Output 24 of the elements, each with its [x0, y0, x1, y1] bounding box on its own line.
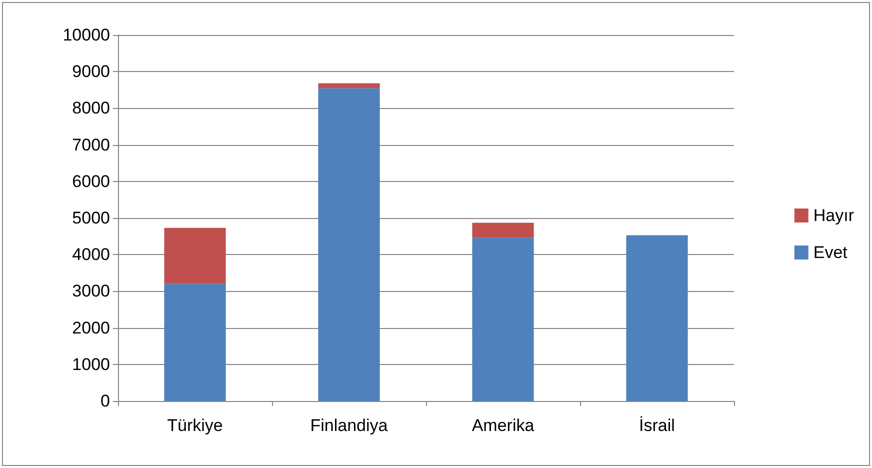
y-tick-label: 6000 — [72, 172, 110, 191]
y-tick-label: 1000 — [72, 354, 110, 374]
x-tick-label: Amerika — [472, 416, 535, 435]
bar — [472, 222, 534, 238]
y-tick-label: 4000 — [72, 245, 110, 264]
bar — [472, 238, 534, 401]
bar — [318, 88, 380, 401]
y-tick-label: 8000 — [72, 98, 110, 118]
y-tick-label: 5000 — [72, 208, 110, 228]
x-tick-label: İsrail — [639, 416, 675, 435]
bar — [164, 228, 226, 284]
bar — [164, 284, 226, 401]
y-tick-label: 9000 — [72, 62, 110, 82]
y-tick-label: 0 — [100, 392, 110, 410]
y-tick-label: 10000 — [62, 26, 110, 44]
legend-label: Evet — [813, 243, 848, 262]
bar — [626, 235, 688, 401]
y-tick-label: 3000 — [72, 282, 110, 301]
legend-label: Hayır — [813, 206, 854, 225]
x-tick-label: Türkiye — [167, 416, 223, 435]
x-tick-label: Finlandiya — [310, 416, 388, 435]
bar — [318, 83, 380, 88]
y-tick-label: 7000 — [72, 135, 110, 154]
y-tick-label: 2000 — [72, 318, 110, 338]
